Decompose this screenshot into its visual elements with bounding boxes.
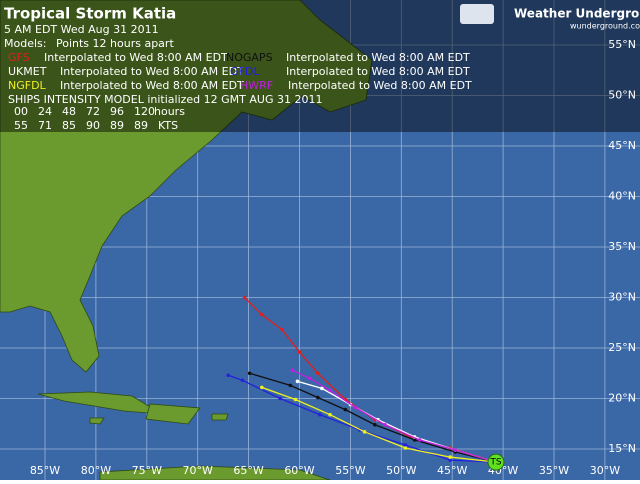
track-point: [328, 412, 332, 417]
lon-label: 75°W: [132, 464, 162, 477]
lon-label: 80°W: [81, 464, 111, 477]
model-note: Interpolated to Wed 8:00 AM EDT: [286, 51, 470, 64]
track-point: [316, 395, 320, 400]
track-point: [328, 388, 332, 393]
lat-label: 30°N: [608, 291, 636, 304]
ships-hour: 48: [62, 105, 76, 118]
track-point: [403, 443, 408, 447]
puerto-rico: [211, 413, 229, 421]
track-point: [297, 350, 302, 354]
track: [249, 372, 497, 463]
ships-hour-unit: hours: [154, 105, 185, 118]
lat-label: 40°N: [608, 190, 636, 203]
track-point: [373, 422, 377, 427]
track-point: [353, 405, 358, 410]
model-note: Interpolated to Wed 8:00 AM EDT: [44, 51, 228, 64]
title: Tropical Storm Katia: [4, 5, 176, 23]
lon-label: 50°W: [386, 464, 416, 477]
model-name: NOGAPS: [226, 51, 273, 64]
ships-speed: 85: [62, 119, 76, 132]
track: [228, 374, 497, 463]
lon-label: 60°W: [284, 464, 314, 477]
land: [0, 0, 373, 481]
track: [292, 369, 497, 463]
track-point: [362, 430, 367, 434]
track-point: [318, 412, 322, 417]
track-point: [320, 386, 324, 391]
track-point: [403, 446, 408, 450]
track-point: [288, 383, 293, 388]
model-name: UKMET: [8, 65, 47, 78]
lat-label: 45°N: [608, 139, 636, 152]
model-name: GFS: [8, 51, 30, 64]
model-name: HWRF: [240, 79, 273, 92]
model-note: Interpolated to Wed 8:00 AM EDT: [60, 79, 244, 92]
ships-speed: 89: [110, 119, 124, 132]
models-note: Points 12 hours apart: [56, 37, 174, 50]
track-point: [290, 368, 295, 373]
logo-icon: [460, 4, 494, 24]
track-point: [417, 438, 422, 442]
ships-speed: 55: [14, 119, 28, 132]
lon-label: 45°W: [437, 464, 467, 477]
jamaica: [89, 417, 105, 425]
track-point: [278, 396, 282, 401]
time: 5 AM EDT Wed Aug 31 2011: [4, 23, 159, 36]
model-name: GFDL: [230, 65, 260, 78]
models-label: Models:: [4, 37, 46, 50]
track-point: [453, 448, 458, 452]
track-point: [383, 422, 387, 427]
model-name: NGFDL: [8, 79, 47, 92]
logo-site: wunderground.com: [570, 22, 640, 31]
model-note: Interpolated to Wed 8:00 AM EDT: [288, 79, 472, 92]
ships-title: SHIPS INTENSITY MODEL initialized 12 GMT…: [8, 93, 322, 106]
track-point: [343, 407, 348, 412]
lon-label: 70°W: [183, 464, 213, 477]
ships-speed: 89: [134, 119, 148, 132]
track-point: [240, 378, 245, 383]
model-note: Interpolated to Wed 8:00 AM EDT: [60, 65, 244, 78]
lon-label: 35°W: [539, 464, 569, 477]
lat-label: 15°N: [608, 442, 636, 455]
track-point: [247, 371, 252, 376]
hispaniola: [145, 403, 201, 425]
track-point: [280, 328, 284, 332]
lat-label: 35°N: [608, 240, 636, 253]
track-point: [448, 455, 452, 459]
ships-hour: 00: [14, 105, 28, 118]
lon-label: 65°W: [233, 464, 263, 477]
track-point: [293, 397, 298, 402]
track-point: [242, 295, 247, 300]
track-point: [295, 379, 300, 384]
track-point: [316, 371, 320, 376]
ships-speed: 90: [86, 119, 100, 132]
ships-hour: 24: [38, 105, 52, 118]
south-america: [99, 465, 331, 481]
track-point: [226, 373, 231, 378]
north-america: [0, 0, 373, 373]
ships-hour: 120: [134, 105, 155, 118]
lat-label: 25°N: [608, 341, 636, 354]
ships-hour: 72: [86, 105, 100, 118]
track-point: [260, 385, 264, 390]
track-point: [260, 312, 264, 317]
storm-label: TS: [489, 458, 501, 468]
lon-label: 85°W: [30, 464, 60, 477]
logo-name: Weather Underground: [514, 7, 640, 21]
lon-label: 30°W: [590, 464, 620, 477]
ships-speed: 71: [38, 119, 52, 132]
model-note: Interpolated to Wed 8:00 AM EDT: [286, 65, 470, 78]
ships-speed-unit: KTS: [158, 119, 178, 132]
lat-label: 50°N: [608, 89, 636, 102]
lat-label: 20°N: [608, 392, 636, 405]
track-point: [412, 438, 417, 442]
legend-panel: [0, 0, 640, 132]
ships-hour: 96: [110, 105, 124, 118]
lon-label: 55°W: [335, 464, 365, 477]
track-point: [307, 376, 312, 381]
track-point: [448, 458, 452, 462]
storm-marker: [487, 453, 505, 471]
lat-label: 55°N: [608, 38, 636, 51]
